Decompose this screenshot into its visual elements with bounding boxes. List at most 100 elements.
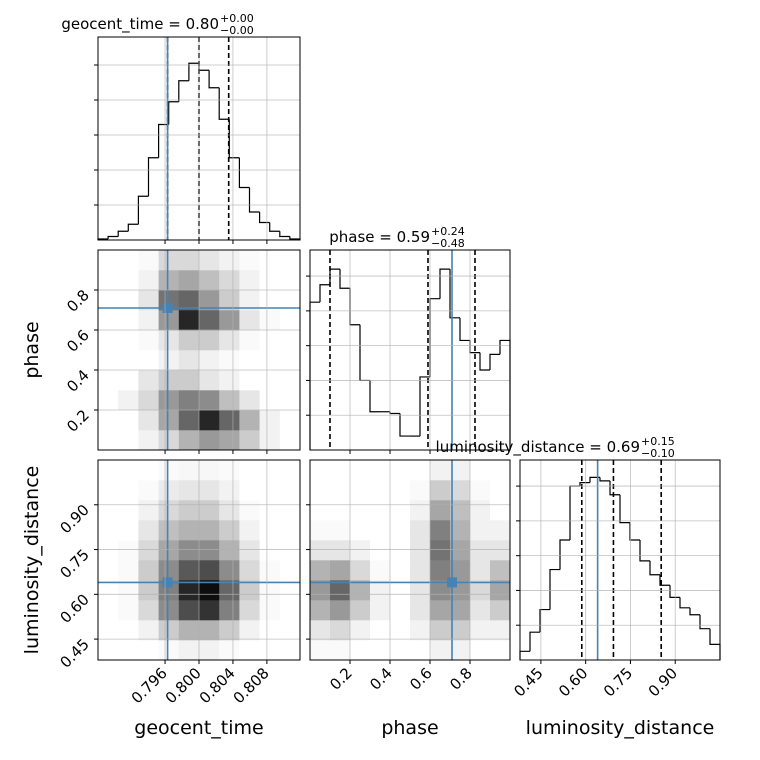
density-cell bbox=[158, 480, 180, 501]
density-cell bbox=[310, 520, 331, 541]
density-cell bbox=[138, 350, 159, 371]
y-tick-label: 0.6 bbox=[63, 326, 93, 356]
density-cell bbox=[158, 330, 180, 351]
density-cell bbox=[430, 580, 451, 601]
title-lower: −0.00 bbox=[220, 24, 254, 37]
truth-point bbox=[162, 303, 173, 313]
density-cell bbox=[430, 520, 451, 541]
density-cell bbox=[450, 620, 471, 641]
density-cell bbox=[330, 580, 351, 601]
density-cell bbox=[98, 430, 119, 451]
density-cell bbox=[239, 560, 260, 581]
density-cell bbox=[350, 580, 371, 601]
density-cell bbox=[98, 500, 119, 521]
density-cell bbox=[259, 350, 281, 371]
density-cell bbox=[219, 350, 240, 371]
hist-step bbox=[329, 268, 340, 285]
density-cell bbox=[370, 540, 391, 561]
density-cell bbox=[450, 560, 471, 581]
density-cell bbox=[199, 250, 220, 271]
density-cell bbox=[350, 540, 371, 561]
density-cell bbox=[239, 250, 260, 271]
hist-step bbox=[579, 482, 590, 487]
density-cell bbox=[199, 540, 220, 561]
density-cell bbox=[259, 580, 281, 601]
density-cell bbox=[178, 500, 200, 521]
density-cell bbox=[470, 600, 491, 621]
density-cell bbox=[178, 580, 200, 601]
density-cell bbox=[370, 600, 391, 621]
density-cell bbox=[239, 310, 260, 331]
density-cell bbox=[310, 480, 331, 501]
hist-step bbox=[117, 230, 129, 237]
x-tick-label: 0.45 bbox=[510, 664, 546, 700]
axes-frame bbox=[309, 249, 511, 451]
density-cell bbox=[450, 500, 471, 521]
hist-step bbox=[188, 62, 199, 81]
density-cell bbox=[259, 310, 281, 331]
density-cell bbox=[158, 310, 180, 331]
density-cell bbox=[158, 390, 180, 411]
density-cell bbox=[98, 250, 119, 271]
hist-step bbox=[309, 301, 320, 450]
axes-frame bbox=[97, 459, 301, 661]
density-cell bbox=[138, 370, 159, 391]
density-cell bbox=[370, 480, 391, 501]
density-cell bbox=[410, 640, 431, 661]
hist-step bbox=[459, 317, 470, 342]
density-cell bbox=[178, 540, 200, 561]
density-cell bbox=[330, 600, 351, 621]
density-cell bbox=[490, 640, 511, 661]
density-cell bbox=[98, 410, 119, 431]
density-cell bbox=[118, 620, 139, 641]
x-tick-label: 0.808 bbox=[230, 664, 273, 707]
x-tick-label: 0.800 bbox=[162, 664, 205, 707]
density-cell bbox=[219, 640, 240, 661]
density-cell bbox=[239, 620, 260, 641]
density-cell bbox=[178, 310, 200, 331]
density-cell bbox=[178, 460, 200, 481]
density-cell bbox=[259, 330, 281, 351]
title-upper: +0.24 bbox=[431, 225, 465, 238]
density-cell bbox=[178, 410, 200, 431]
density-cell bbox=[490, 580, 511, 601]
density-cell bbox=[370, 520, 391, 541]
x-axis-label: phase bbox=[381, 717, 438, 739]
density-cell bbox=[138, 250, 159, 271]
density-cell bbox=[330, 620, 351, 641]
density-cell bbox=[219, 580, 240, 601]
y-tick-label: 0.60 bbox=[56, 590, 92, 626]
density-cell bbox=[239, 520, 260, 541]
density-cell bbox=[470, 460, 491, 481]
density-cell bbox=[430, 620, 451, 641]
density-cell bbox=[199, 500, 220, 521]
density-cell bbox=[118, 250, 139, 271]
density-cell bbox=[390, 480, 411, 501]
density-cell bbox=[239, 270, 260, 291]
density-cell bbox=[390, 600, 411, 621]
density-cell bbox=[138, 480, 159, 501]
density-cell bbox=[178, 330, 200, 351]
density-cell bbox=[178, 390, 200, 411]
density-cell bbox=[118, 390, 139, 411]
density-cell bbox=[410, 600, 431, 621]
density-cell bbox=[350, 640, 371, 661]
density-cell bbox=[450, 520, 471, 541]
density-cell bbox=[178, 480, 200, 501]
density-cell bbox=[310, 560, 331, 581]
density-cell bbox=[98, 580, 119, 601]
density-cell bbox=[279, 580, 301, 601]
hist-step bbox=[359, 324, 370, 382]
y-tick-label: 0.90 bbox=[56, 501, 92, 537]
density-cell bbox=[410, 500, 431, 521]
density-cell bbox=[279, 250, 301, 271]
hist-step bbox=[529, 631, 540, 652]
density-cell bbox=[410, 540, 431, 561]
density-cell bbox=[158, 560, 180, 581]
hist-step bbox=[679, 597, 690, 609]
hist-step bbox=[339, 269, 350, 289]
density-cell bbox=[259, 250, 281, 271]
density-cell bbox=[279, 290, 301, 311]
x-tick-label: 0.2 bbox=[326, 664, 356, 694]
density-cell bbox=[450, 460, 471, 481]
